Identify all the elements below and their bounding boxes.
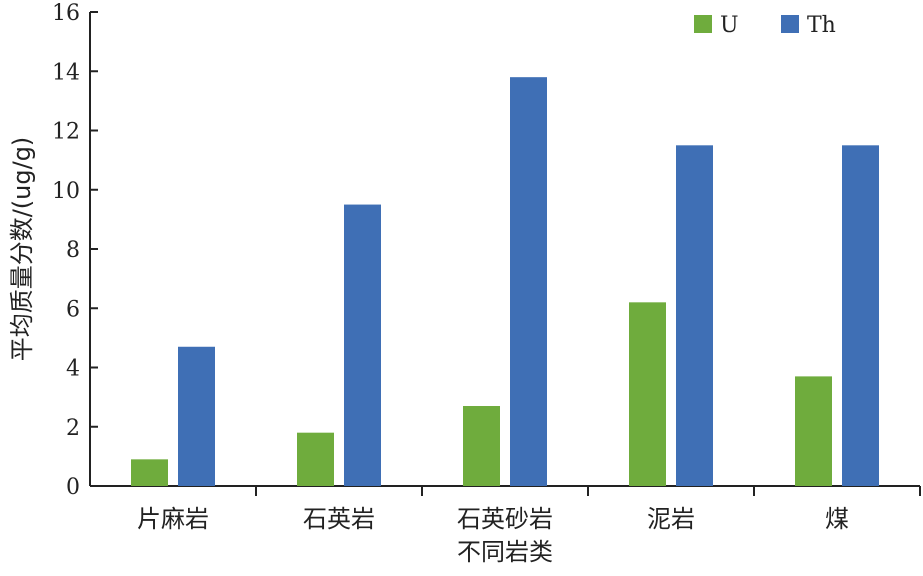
x-axis-title: 不同岩类 — [457, 538, 553, 566]
x-category-label: 煤 — [825, 505, 849, 533]
x-ticks — [255, 486, 921, 496]
bar-th-2 — [510, 77, 547, 487]
y-tick-label: 2 — [66, 416, 80, 441]
x-category-label: 片麻岩 — [137, 505, 209, 533]
bar-u-1 — [297, 432, 334, 486]
bar-th-1 — [344, 204, 381, 486]
x-category-labels: 片麻岩 石英岩 石英砂岩 泥岩 煤 — [137, 505, 849, 533]
y-tick-label: 16 — [52, 1, 80, 26]
legend-swatch-u — [694, 15, 712, 33]
bar-u-0 — [131, 459, 168, 486]
y-axis-title: 平均质量分数/(ug/g) — [8, 137, 36, 362]
legend-label-u: U — [720, 13, 739, 38]
y-ticks: 0 2 4 6 8 10 12 14 16 — [52, 1, 98, 500]
bars — [131, 77, 879, 487]
bar-th-0 — [178, 346, 215, 486]
y-tick-label: 0 — [66, 475, 80, 500]
x-category-label: 石英岩 — [303, 505, 375, 533]
x-category-label: 石英砂岩 — [457, 505, 553, 533]
bar-u-2 — [463, 406, 500, 486]
bar-th-3 — [676, 145, 713, 486]
y-tick-label: 6 — [66, 297, 80, 322]
y-tick-label: 14 — [52, 60, 80, 85]
legend-swatch-th — [781, 15, 799, 33]
bar-th-4 — [842, 145, 879, 486]
bar-u-4 — [795, 376, 832, 486]
y-tick-label: 10 — [52, 179, 80, 204]
x-category-label: 泥岩 — [647, 505, 695, 533]
legend-label-th: Th — [807, 13, 836, 38]
y-tick-label: 4 — [66, 357, 80, 382]
y-tick-label: 8 — [66, 238, 80, 263]
y-tick-label: 12 — [52, 120, 80, 145]
bar-u-3 — [629, 302, 666, 486]
legend: U Th — [694, 13, 836, 38]
